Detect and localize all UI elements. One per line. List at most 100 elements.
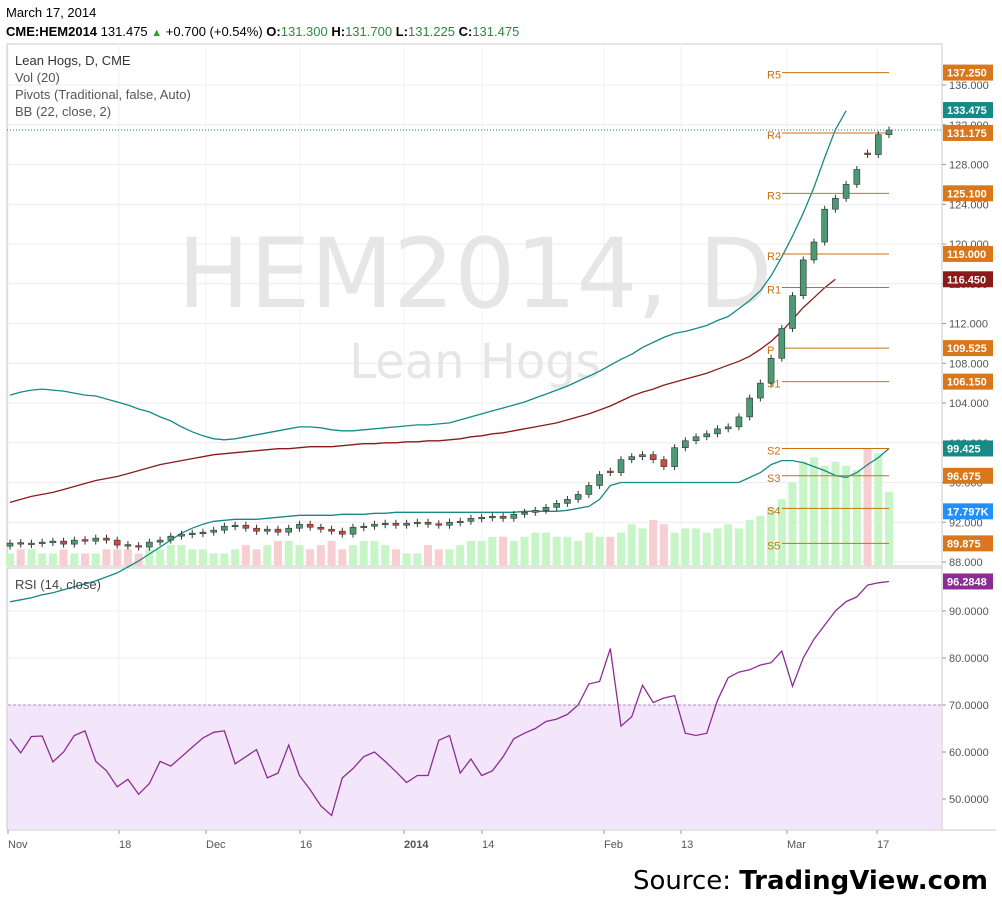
volume-bar bbox=[863, 449, 872, 566]
candle-body bbox=[864, 152, 871, 155]
bb-lower-line bbox=[9, 448, 890, 603]
price-label-text: 96.675 bbox=[947, 471, 981, 483]
volume-bar bbox=[81, 553, 90, 566]
price-label-box bbox=[943, 340, 993, 357]
candle-body bbox=[874, 134, 882, 155]
volume-bar bbox=[166, 545, 175, 566]
price-label-text: 137.250 bbox=[947, 68, 987, 80]
last-price: 131.475 bbox=[100, 24, 148, 39]
candle-body bbox=[628, 456, 636, 460]
price-label-box bbox=[943, 535, 993, 552]
rsi-axis-label: 50.0000 bbox=[949, 794, 989, 806]
volume-bar bbox=[767, 507, 776, 566]
volume-bar bbox=[670, 532, 679, 566]
candle-body bbox=[146, 541, 153, 548]
rsi-value-label: 96.2848 bbox=[947, 576, 987, 588]
price-axis-label: 136.000 bbox=[949, 80, 989, 92]
volume-bar bbox=[284, 540, 293, 566]
volume-bar bbox=[831, 461, 840, 566]
volume-bar bbox=[809, 457, 818, 566]
volume-bar bbox=[563, 536, 572, 566]
candle-body bbox=[478, 516, 485, 520]
volume-bar bbox=[466, 540, 475, 566]
price-label-text: 109.525 bbox=[947, 343, 987, 355]
bb-upper-line bbox=[9, 110, 847, 441]
price-label-box bbox=[943, 271, 993, 288]
pivot-label: P bbox=[767, 345, 774, 357]
rsi-indicator: RSI (14, close) 96.2848 bbox=[8, 573, 993, 829]
rsi-axis-label: 70.0000 bbox=[949, 700, 989, 712]
price-axis-label: 124.000 bbox=[949, 199, 989, 211]
price-label-box bbox=[943, 64, 993, 81]
price-label-text: 119.000 bbox=[947, 249, 986, 261]
candle-body bbox=[692, 436, 700, 442]
time-axis-label: Dec bbox=[206, 839, 226, 851]
candle-body bbox=[6, 542, 14, 547]
volume-bar bbox=[134, 553, 143, 566]
chart-date: March 17, 2014 bbox=[6, 5, 97, 20]
price-label-box bbox=[943, 245, 993, 262]
price-label-box bbox=[943, 124, 993, 141]
bollinger-bands bbox=[9, 110, 890, 603]
price-axis-label: 128.000 bbox=[949, 160, 989, 172]
candle-body bbox=[853, 169, 861, 185]
volume-bar bbox=[531, 532, 540, 566]
pivot-label: R4 bbox=[767, 130, 781, 142]
volume-bar bbox=[445, 549, 454, 566]
rsi-line bbox=[9, 580, 890, 817]
pivot-label: R5 bbox=[767, 70, 781, 82]
volume-bar bbox=[434, 549, 443, 566]
volume-bar bbox=[273, 540, 283, 566]
price-label-text: 89.875 bbox=[947, 538, 981, 550]
volume-bar bbox=[316, 545, 325, 566]
volume-bar bbox=[424, 545, 433, 566]
candle-body bbox=[49, 540, 57, 543]
candle-body bbox=[510, 513, 518, 519]
open-label: O: bbox=[266, 24, 281, 39]
candle-body bbox=[263, 528, 271, 532]
volume-bar bbox=[27, 549, 36, 566]
volume-bar bbox=[692, 528, 701, 566]
volume-bar bbox=[306, 549, 315, 566]
volume-bar bbox=[391, 549, 400, 566]
candle-body bbox=[531, 510, 539, 513]
close-value: 131.475 bbox=[472, 24, 520, 39]
volume-bar bbox=[91, 553, 100, 566]
candle-body bbox=[38, 541, 46, 544]
price-label-text: 125.100 bbox=[947, 188, 987, 200]
candle-body bbox=[606, 470, 614, 473]
candle-body bbox=[489, 515, 496, 519]
candle-body bbox=[81, 539, 89, 542]
volume-bar bbox=[820, 465, 829, 566]
volume-bar bbox=[209, 553, 218, 566]
volume-bar bbox=[370, 540, 379, 566]
time-axis[interactable]: Nov 18 Dec 16 2014 14 Feb 13 Mar 17 bbox=[7, 830, 889, 851]
candle-body bbox=[328, 528, 335, 532]
candle-body bbox=[682, 440, 689, 449]
volume-bar bbox=[681, 528, 690, 566]
candle-body bbox=[253, 527, 260, 532]
candle-body bbox=[446, 521, 453, 526]
volume-bar bbox=[884, 491, 894, 566]
volume-bar bbox=[799, 461, 808, 566]
chart-legend: Lean Hogs, D, CME Vol (20) Pivots (Tradi… bbox=[15, 53, 191, 119]
candle-body bbox=[339, 530, 346, 535]
volume-bar bbox=[649, 520, 658, 566]
pivot-label: S2 bbox=[767, 445, 780, 457]
volume-bar bbox=[381, 545, 390, 566]
candle-body bbox=[285, 527, 293, 533]
price-label-box bbox=[943, 440, 993, 457]
open-value: 131.300 bbox=[280, 24, 328, 39]
volume-bar bbox=[745, 520, 754, 566]
volume-bar bbox=[488, 536, 497, 566]
candles bbox=[6, 126, 893, 551]
pivot-label: R1 bbox=[767, 284, 781, 296]
candle-body bbox=[832, 197, 839, 210]
candle-body bbox=[810, 241, 818, 261]
price-label-text: 133.475 bbox=[947, 105, 987, 117]
volume-bar bbox=[263, 545, 272, 566]
candle-body bbox=[231, 524, 239, 528]
price-pane[interactable] bbox=[6, 43, 943, 567]
candle-body bbox=[746, 397, 753, 418]
